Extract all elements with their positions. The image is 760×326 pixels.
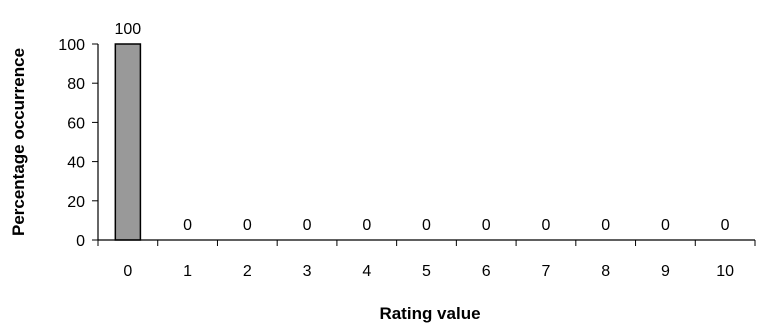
data-label-3: 0 xyxy=(303,217,312,234)
y-tick-label-40: 40 xyxy=(67,155,85,172)
x-tick-labels-layer: 0 1 2 3 4 5 6 7 8 9 10 xyxy=(123,263,734,280)
x-tick-label-4: 4 xyxy=(362,263,371,280)
x-tick-label-9: 9 xyxy=(661,263,670,280)
y-tick-labels-layer: 0 20 40 60 80 100 xyxy=(58,37,85,250)
x-tick-label-1: 1 xyxy=(183,263,192,280)
y-tick-label-20: 20 xyxy=(67,194,85,211)
data-label-9: 0 xyxy=(661,217,670,234)
data-label-5: 0 xyxy=(422,217,431,234)
x-tick-label-7: 7 xyxy=(542,263,551,280)
bars-layer xyxy=(114,43,142,241)
x-tick-label-8: 8 xyxy=(601,263,610,280)
data-label-8: 0 xyxy=(601,217,610,234)
x-axis-title: Rating value xyxy=(379,304,480,323)
data-label-7: 0 xyxy=(542,217,551,234)
y-tick-label-80: 80 xyxy=(67,76,85,93)
x-tick-label-5: 5 xyxy=(422,263,431,280)
y-tick-label-100: 100 xyxy=(58,37,85,54)
bar-0 xyxy=(114,43,142,241)
x-tick-label-6: 6 xyxy=(482,263,491,280)
x-tick-label-0: 0 xyxy=(123,263,132,280)
axes-layer xyxy=(92,43,756,246)
y-axis-title: Percentage occurrence xyxy=(9,48,28,236)
x-tick-label-3: 3 xyxy=(303,263,312,280)
data-label-6: 0 xyxy=(482,217,491,234)
data-label-2: 0 xyxy=(243,217,252,234)
y-tick-label-60: 60 xyxy=(67,115,85,132)
data-labels-layer: 100 0 0 0 0 0 0 0 0 0 0 xyxy=(115,21,730,234)
y-tick-label-0: 0 xyxy=(76,233,85,250)
data-label-1: 0 xyxy=(183,217,192,234)
x-tick-label-2: 2 xyxy=(243,263,252,280)
x-tick-label-10: 10 xyxy=(716,263,734,280)
data-label-4: 0 xyxy=(362,217,371,234)
data-label-10: 0 xyxy=(721,217,730,234)
data-label-0: 100 xyxy=(115,21,142,38)
